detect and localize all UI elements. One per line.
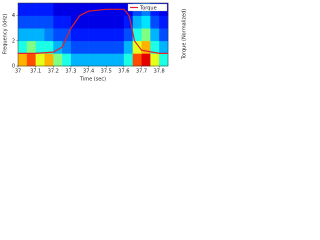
cell bbox=[141, 28, 151, 42]
chart: Time (sec) Frequency (kHz) Torque (Norma… bbox=[3, 2, 188, 83]
cell bbox=[97, 40, 107, 54]
legend-box bbox=[127, 3, 168, 12]
cell bbox=[62, 15, 72, 29]
y-axis-label: Frequency (kHz) bbox=[3, 14, 9, 55]
plot-frame bbox=[17, 2, 169, 67]
cell bbox=[18, 28, 28, 42]
line bbox=[18, 8, 168, 55]
cell bbox=[132, 28, 142, 42]
cell bbox=[62, 28, 72, 42]
cell bbox=[88, 15, 98, 29]
cell bbox=[79, 53, 89, 67]
cell bbox=[106, 40, 116, 54]
cell bbox=[88, 3, 98, 16]
cell bbox=[53, 3, 63, 16]
cell bbox=[70, 40, 81, 54]
cell bbox=[141, 15, 151, 29]
cell bbox=[35, 28, 45, 42]
x-tick-label: 37.2 bbox=[48, 69, 59, 75]
cell bbox=[159, 40, 169, 54]
cell bbox=[106, 53, 116, 67]
cell bbox=[18, 15, 28, 29]
x-tick-label: 37.3 bbox=[65, 69, 76, 75]
cell bbox=[79, 3, 89, 16]
cell bbox=[44, 3, 54, 16]
cell bbox=[141, 40, 151, 54]
cell bbox=[18, 40, 28, 54]
y-tick-label: 0 bbox=[12, 64, 15, 70]
y-tick-label: 2 bbox=[12, 38, 15, 44]
x-tick-label: 37 bbox=[15, 69, 21, 75]
cell bbox=[79, 28, 89, 42]
cell bbox=[70, 53, 81, 67]
cell bbox=[26, 15, 36, 29]
cell bbox=[106, 28, 116, 42]
cell bbox=[88, 40, 98, 54]
x-tick-label: 37.5 bbox=[101, 69, 112, 75]
cell bbox=[123, 40, 134, 54]
cell bbox=[115, 28, 125, 42]
cell bbox=[150, 28, 160, 42]
cell bbox=[132, 53, 142, 67]
cell bbox=[79, 40, 89, 54]
cell bbox=[159, 53, 169, 67]
y2-axis-label: Torque (Normalized) bbox=[182, 9, 188, 61]
cell bbox=[106, 15, 116, 29]
cell bbox=[123, 15, 134, 29]
cell bbox=[26, 28, 36, 42]
x-tick-label: 37.8 bbox=[154, 69, 165, 75]
x-tick-label: 37.4 bbox=[83, 69, 94, 75]
cell bbox=[44, 28, 54, 42]
cell bbox=[150, 53, 160, 67]
cell bbox=[35, 40, 45, 54]
cell bbox=[159, 28, 169, 42]
cell bbox=[115, 40, 125, 54]
cell bbox=[150, 15, 160, 29]
cell bbox=[26, 40, 36, 54]
cell bbox=[53, 28, 63, 42]
cell bbox=[123, 53, 134, 67]
cell bbox=[132, 40, 142, 54]
cell bbox=[97, 53, 107, 67]
cell bbox=[44, 40, 54, 54]
x-tick-label: 37.6 bbox=[118, 69, 129, 75]
cell bbox=[150, 40, 160, 54]
cell bbox=[26, 53, 36, 67]
cell bbox=[97, 15, 107, 29]
cell bbox=[18, 3, 28, 16]
cell bbox=[62, 3, 72, 16]
cell bbox=[115, 53, 125, 67]
cell bbox=[88, 28, 98, 42]
cell bbox=[35, 15, 45, 29]
cell bbox=[53, 53, 63, 67]
cell bbox=[159, 15, 169, 29]
cell bbox=[123, 28, 134, 42]
cell bbox=[44, 15, 54, 29]
cell bbox=[70, 3, 81, 16]
legend-label: Torque bbox=[139, 5, 157, 11]
cell bbox=[88, 53, 98, 67]
cell bbox=[18, 53, 28, 67]
x-tick-label: 37.1 bbox=[30, 69, 41, 75]
cell bbox=[26, 3, 36, 16]
cell bbox=[97, 28, 107, 42]
cell bbox=[79, 15, 89, 29]
y-tick-label: 4 bbox=[12, 13, 15, 19]
cell bbox=[35, 53, 45, 67]
cell bbox=[141, 53, 151, 67]
cell bbox=[44, 53, 54, 67]
cell bbox=[70, 28, 81, 42]
cell bbox=[132, 15, 142, 29]
cell bbox=[35, 3, 45, 16]
cell bbox=[53, 15, 63, 29]
cell bbox=[115, 15, 125, 29]
cell bbox=[62, 53, 72, 67]
x-axis-label: Time (sec) bbox=[79, 77, 106, 83]
x-tick-label: 37.7 bbox=[136, 69, 147, 75]
spectrogram bbox=[18, 3, 169, 67]
cell bbox=[62, 40, 72, 54]
cell bbox=[53, 40, 63, 54]
